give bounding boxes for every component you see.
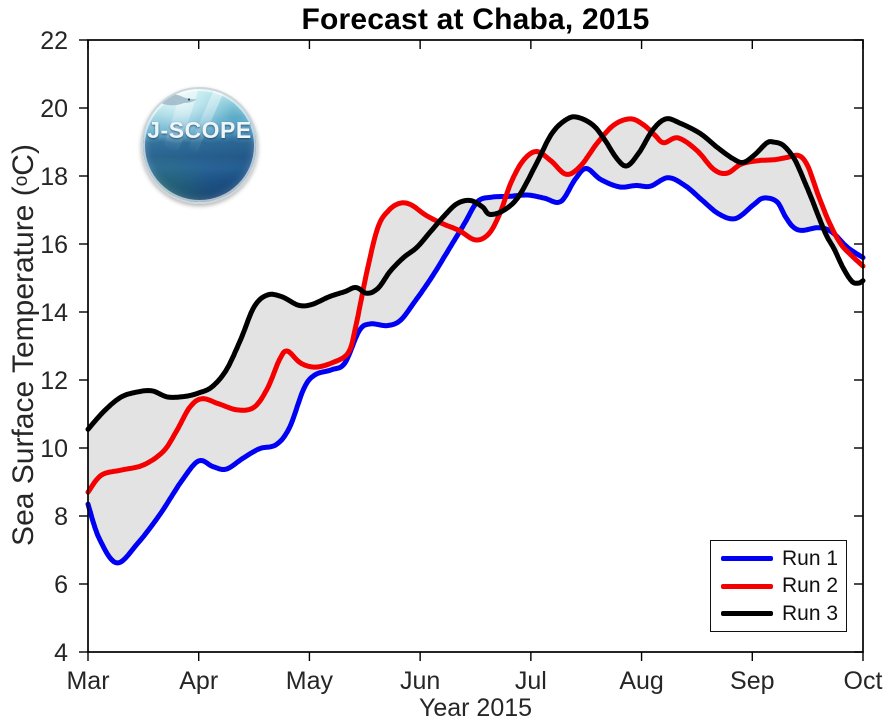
y-tick-label: 8 — [54, 503, 68, 531]
y-tick-label: 22 — [40, 27, 68, 55]
run1-line-swatch — [721, 556, 773, 561]
y-tick-label: 20 — [40, 95, 68, 123]
run3-line — [85, 114, 866, 432]
x-tick-label: Apr — [179, 667, 218, 695]
y-tick-label: 14 — [40, 299, 68, 327]
y-tick-label: 16 — [40, 231, 68, 259]
chart-title: Forecast at Chaba, 2015 — [301, 3, 650, 36]
y-tick-label: 18 — [40, 163, 68, 191]
jscope-logo: J-SCOPE — [141, 87, 258, 204]
x-tick-label: Aug — [619, 667, 663, 695]
x-tick-label: May — [286, 667, 334, 695]
legend-label: Run 3 — [782, 601, 839, 625]
fish-icon — [147, 93, 197, 107]
run2-line-swatch — [721, 583, 773, 589]
legend-item-run3: Run 3 — [711, 602, 846, 626]
y-tick-label: 12 — [40, 367, 68, 395]
x-axis-label: Year 2015 — [418, 694, 533, 722]
run3-line-swatch — [721, 611, 773, 616]
y-tick-label: 6 — [54, 571, 68, 599]
legend-label: Run 1 — [782, 546, 839, 570]
legend-item-run1: Run 1 — [711, 547, 846, 571]
run2-line — [85, 116, 866, 495]
x-tick-label: Mar — [66, 667, 109, 695]
plot-frame — [87, 39, 864, 653]
legend: Run 1 Run 2 Run 3 — [710, 540, 847, 632]
jscope-logo-text: J-SCOPE — [147, 117, 252, 143]
run1-line — [85, 166, 866, 566]
x-tick-label: Jul — [515, 667, 547, 695]
x-tick-label: Sep — [730, 667, 774, 695]
small-fish-icon — [144, 91, 162, 96]
y-axis-label: Sea Surface Temperature (oC) — [7, 144, 40, 546]
x-tick-label: Jun — [400, 667, 440, 695]
x-tick-label: Oct — [844, 667, 883, 695]
y-tick-label: 4 — [54, 639, 68, 667]
y-tick-label: 10 — [40, 435, 68, 463]
legend-item-run2: Run 2 — [711, 574, 846, 598]
legend-label: Run 2 — [782, 574, 839, 597]
